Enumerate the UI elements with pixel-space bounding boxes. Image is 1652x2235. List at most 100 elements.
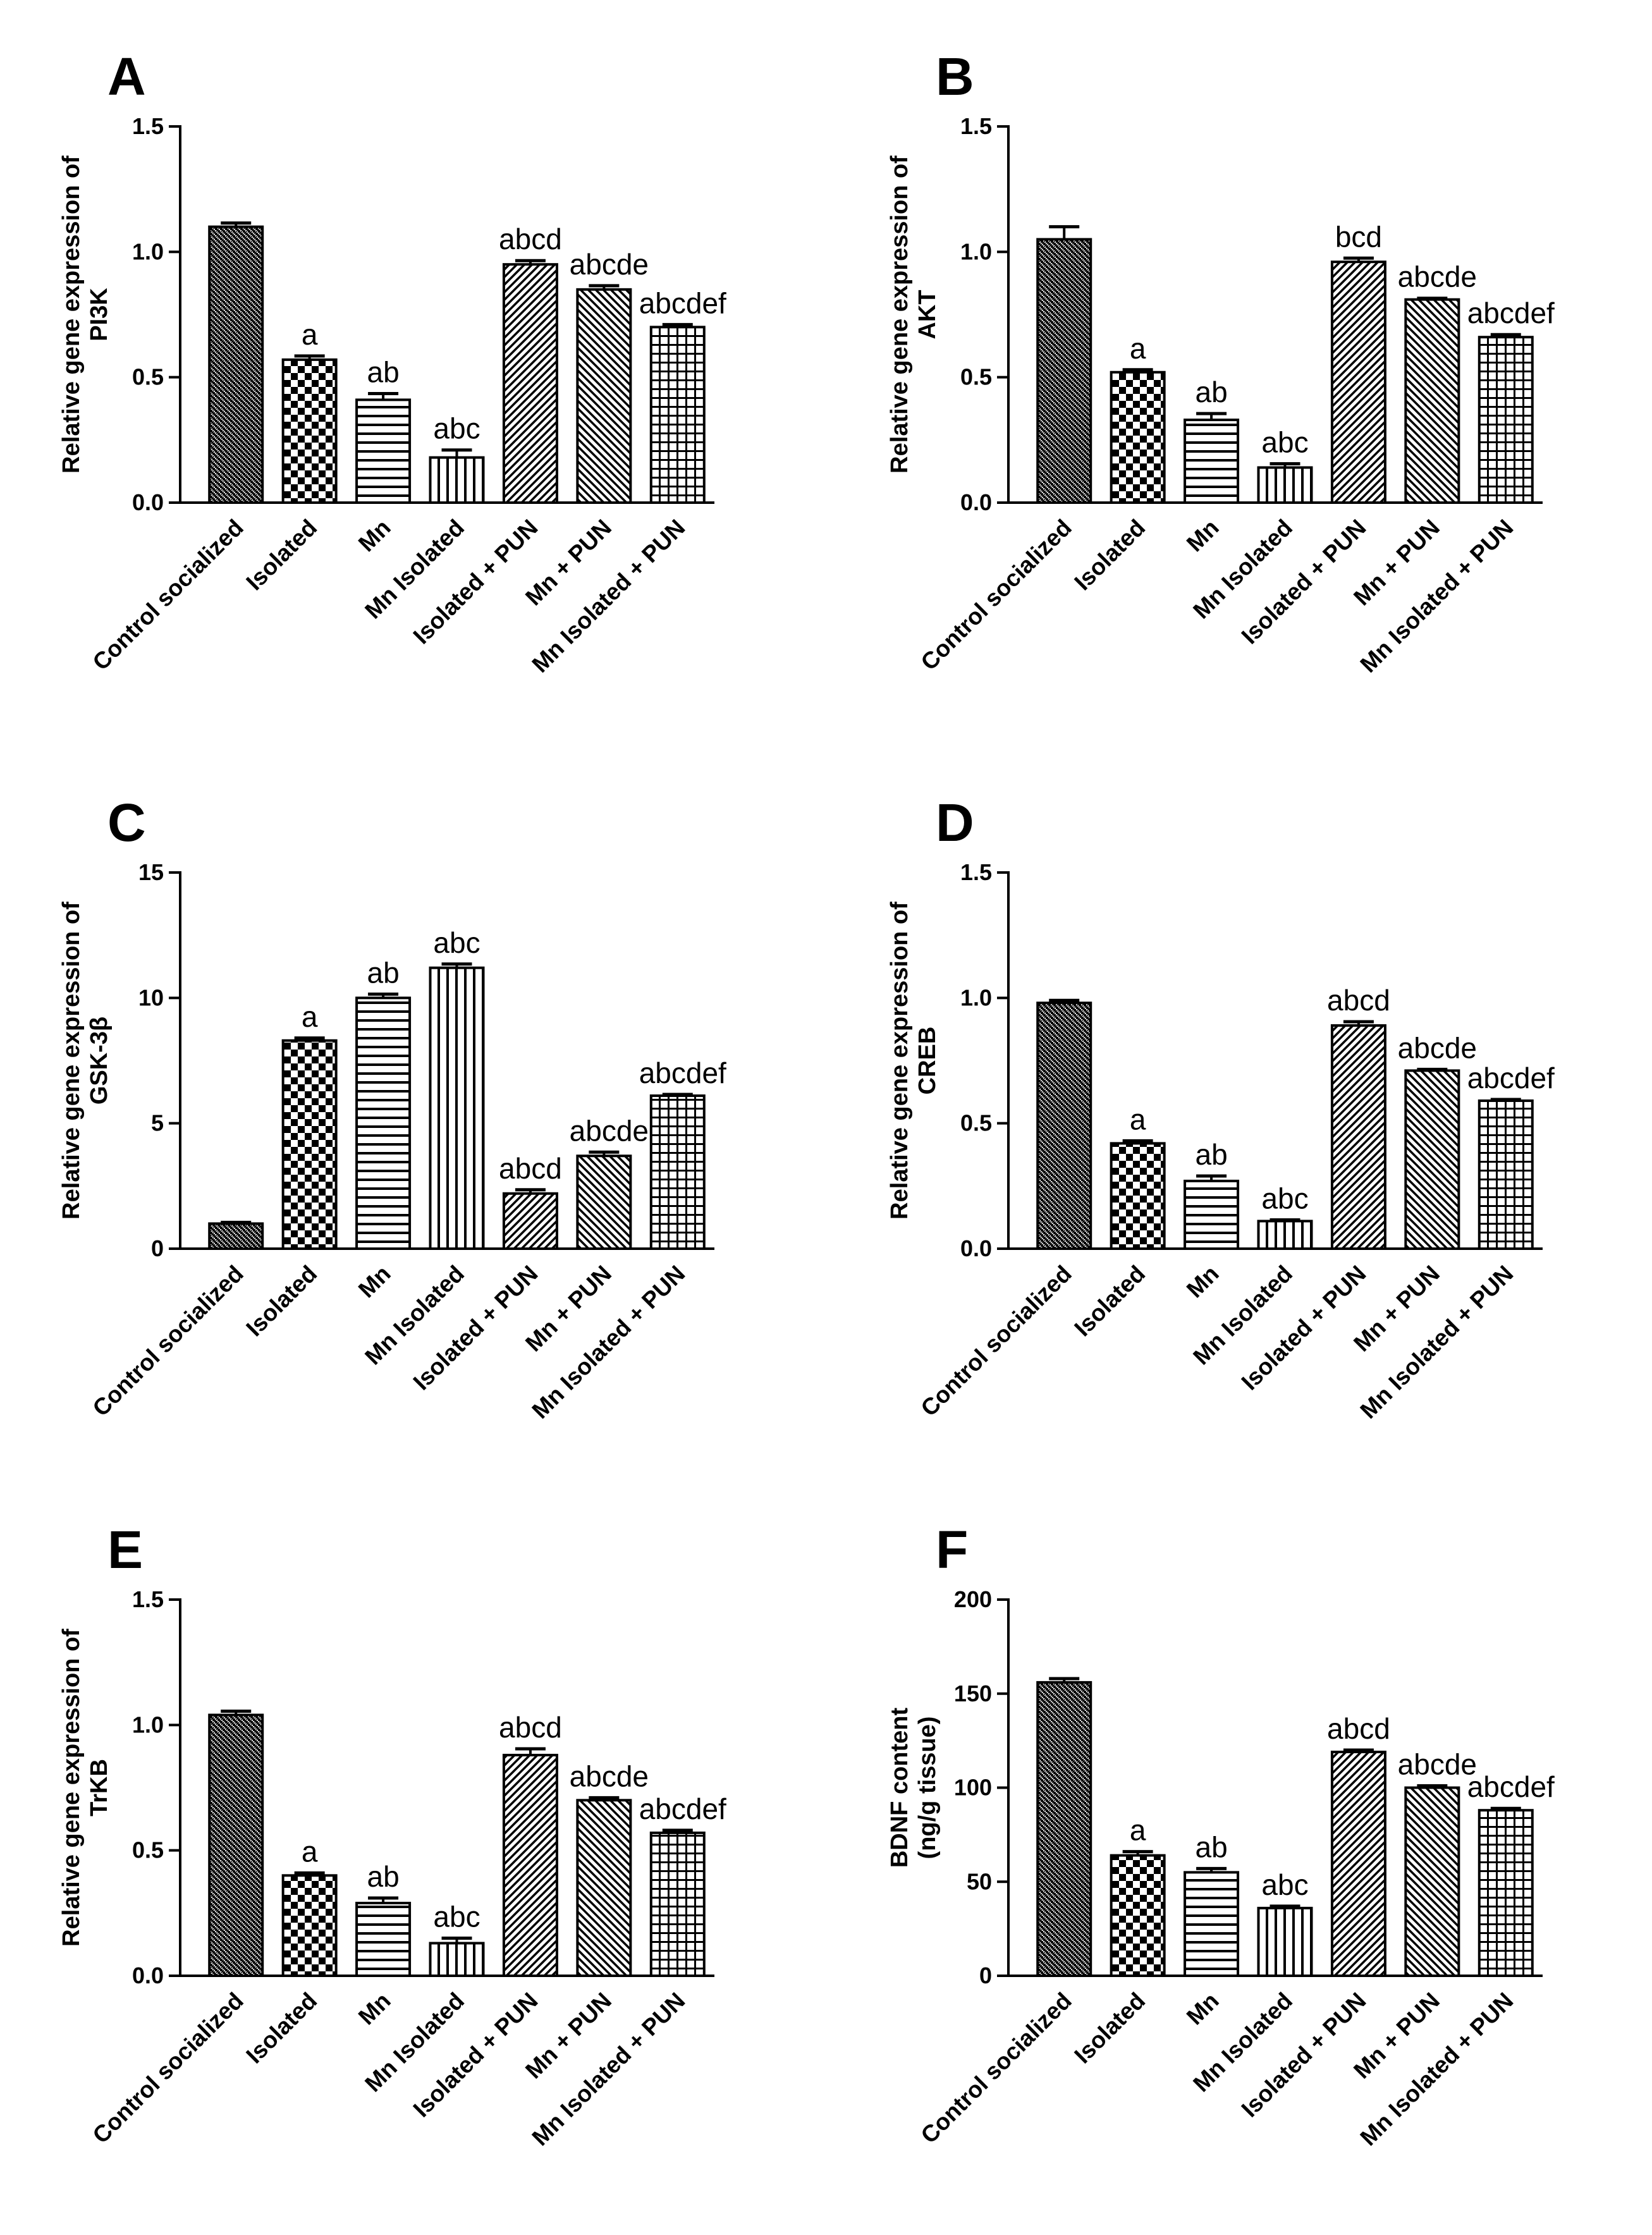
bar-group: ab [355, 956, 412, 1250]
y-tick-label: 150 [954, 1681, 992, 1706]
bar [208, 225, 264, 504]
bar [649, 1094, 706, 1250]
y-tick-label: 0.5 [960, 1110, 992, 1136]
significance-label: abc [433, 412, 480, 445]
significance-label: abcdef [639, 1056, 726, 1089]
bar-group: abcde [1398, 1748, 1477, 1977]
chart-c: C Relative gene expression of GSK-3β 0 5 10 15… [58, 793, 726, 1424]
panel-d: D Relative gene expression of CREB 0.0 0.5 1.… [841, 771, 1631, 1498]
significance-label: abcd [1327, 1712, 1390, 1745]
bar [355, 996, 412, 1250]
bar [1478, 1099, 1534, 1251]
bar [355, 398, 412, 504]
bar [1404, 1786, 1460, 1977]
y-tick-label: 10 [138, 984, 164, 1010]
bar [1404, 1069, 1460, 1250]
significance-label: abc [433, 926, 480, 959]
bar-group: abcd [499, 223, 562, 504]
bar [1184, 1871, 1240, 1977]
bar-group: abcd [1327, 1712, 1390, 1977]
bar-group [208, 1220, 264, 1250]
bar-group: ab [355, 355, 412, 504]
bar [502, 1192, 558, 1251]
bar-group: bcd [1330, 220, 1386, 504]
significance-label: abcd [499, 1711, 562, 1744]
significance-label: abcde [570, 1114, 649, 1147]
panel-c: C Relative gene expression of GSK-3β 0 5 10 15… [13, 771, 803, 1498]
significance-label: abcd [499, 223, 562, 255]
bar-group: abcd [499, 1152, 562, 1251]
bar [1257, 1220, 1313, 1250]
bar-group: ab [1184, 1138, 1240, 1251]
bar-group: abcdef [1467, 297, 1555, 504]
bar-group: abcdef [639, 1792, 726, 1978]
bar [1257, 1906, 1313, 1978]
y-axis-label-line: TrKB [86, 1759, 113, 1816]
bar-group: abc [429, 412, 485, 504]
y-tick-label: 1.0 [960, 238, 992, 264]
y-tick-label: 100 [954, 1775, 992, 1801]
y-axis-label-line: GSK-3β [86, 1017, 113, 1105]
panel-letter: C [107, 793, 146, 852]
bar [1110, 370, 1166, 504]
bar-group: abcde [1398, 260, 1477, 504]
category-label: Control socialized [88, 1261, 248, 1421]
significance-label: abcdef [639, 286, 726, 319]
bar [502, 1753, 558, 1977]
y-tick-label: 0.0 [132, 489, 164, 515]
bar [649, 326, 706, 504]
significance-label: abcdef [639, 1792, 726, 1825]
category-label: Isolated + PUN [408, 515, 543, 649]
y-axis-label-line: AKT [914, 290, 941, 339]
bar-group [208, 221, 264, 504]
panel-letter: A [107, 47, 146, 106]
bar-group: a [1110, 1814, 1166, 1977]
category-label: Mn [353, 515, 396, 557]
significance-label: ab [1195, 1830, 1227, 1863]
category-label: Isolated + PUN [408, 1261, 543, 1395]
category-label: Isolated + PUN [1237, 1988, 1371, 2122]
significance-label: abcde [1398, 260, 1477, 293]
panel-e: E Relative gene expression of TrKB 0.0 0.5 1.… [13, 1498, 803, 2226]
bar-group: abcd [1327, 984, 1390, 1250]
bar [1478, 336, 1534, 504]
bar [1478, 1809, 1534, 1977]
bar [1110, 1142, 1166, 1251]
bar-group: abc [1257, 1182, 1313, 1250]
bar-group [1036, 225, 1092, 504]
bar-group [1036, 998, 1092, 1250]
significance-label: bcd [1335, 220, 1382, 253]
bar [281, 358, 338, 505]
category-label: Isolated [241, 1988, 322, 2069]
category-label: Mn [353, 1261, 396, 1303]
bar [502, 263, 558, 504]
bar-group: abcde [570, 1760, 649, 1977]
significance-label: abcde [570, 248, 649, 281]
chart-d: D Relative gene expression of CREB 0.0 0.5 1.… [886, 793, 1555, 1424]
y-tick-label: 0.5 [132, 1837, 164, 1863]
y-tick-label: 0.0 [960, 489, 992, 515]
bar [429, 1942, 485, 1978]
significance-label: a [302, 1835, 318, 1868]
significance-label: abcdef [1467, 1062, 1555, 1094]
significance-label: abcd [499, 1152, 562, 1185]
category-label: Mn [1182, 1261, 1224, 1303]
bar-group: ab [1184, 1830, 1240, 1977]
panel-a: A Relative gene expression of PI3K 0.0 0.5 1.… [13, 25, 803, 752]
y-axis-label-line: Relative gene expression of [886, 902, 913, 1220]
y-tick-label: 200 [954, 1586, 992, 1612]
bar-group: a [281, 1835, 338, 1977]
significance-label: ab [1195, 1138, 1227, 1171]
category-label: Isolated + PUN [1237, 515, 1371, 649]
bar [649, 1831, 706, 1978]
category-label: Mn [353, 1988, 396, 2030]
y-tick-label: 5 [151, 1110, 164, 1136]
y-axis-label-line: Relative gene expression of [58, 156, 85, 474]
category-label: Isolated [241, 515, 322, 596]
y-tick-label: 0 [979, 1963, 992, 1988]
category-label: Isolated [1069, 1261, 1150, 1342]
y-axis-label-line: Relative gene expression of [58, 902, 85, 1220]
significance-label: ab [367, 956, 399, 989]
bar [576, 1154, 632, 1250]
